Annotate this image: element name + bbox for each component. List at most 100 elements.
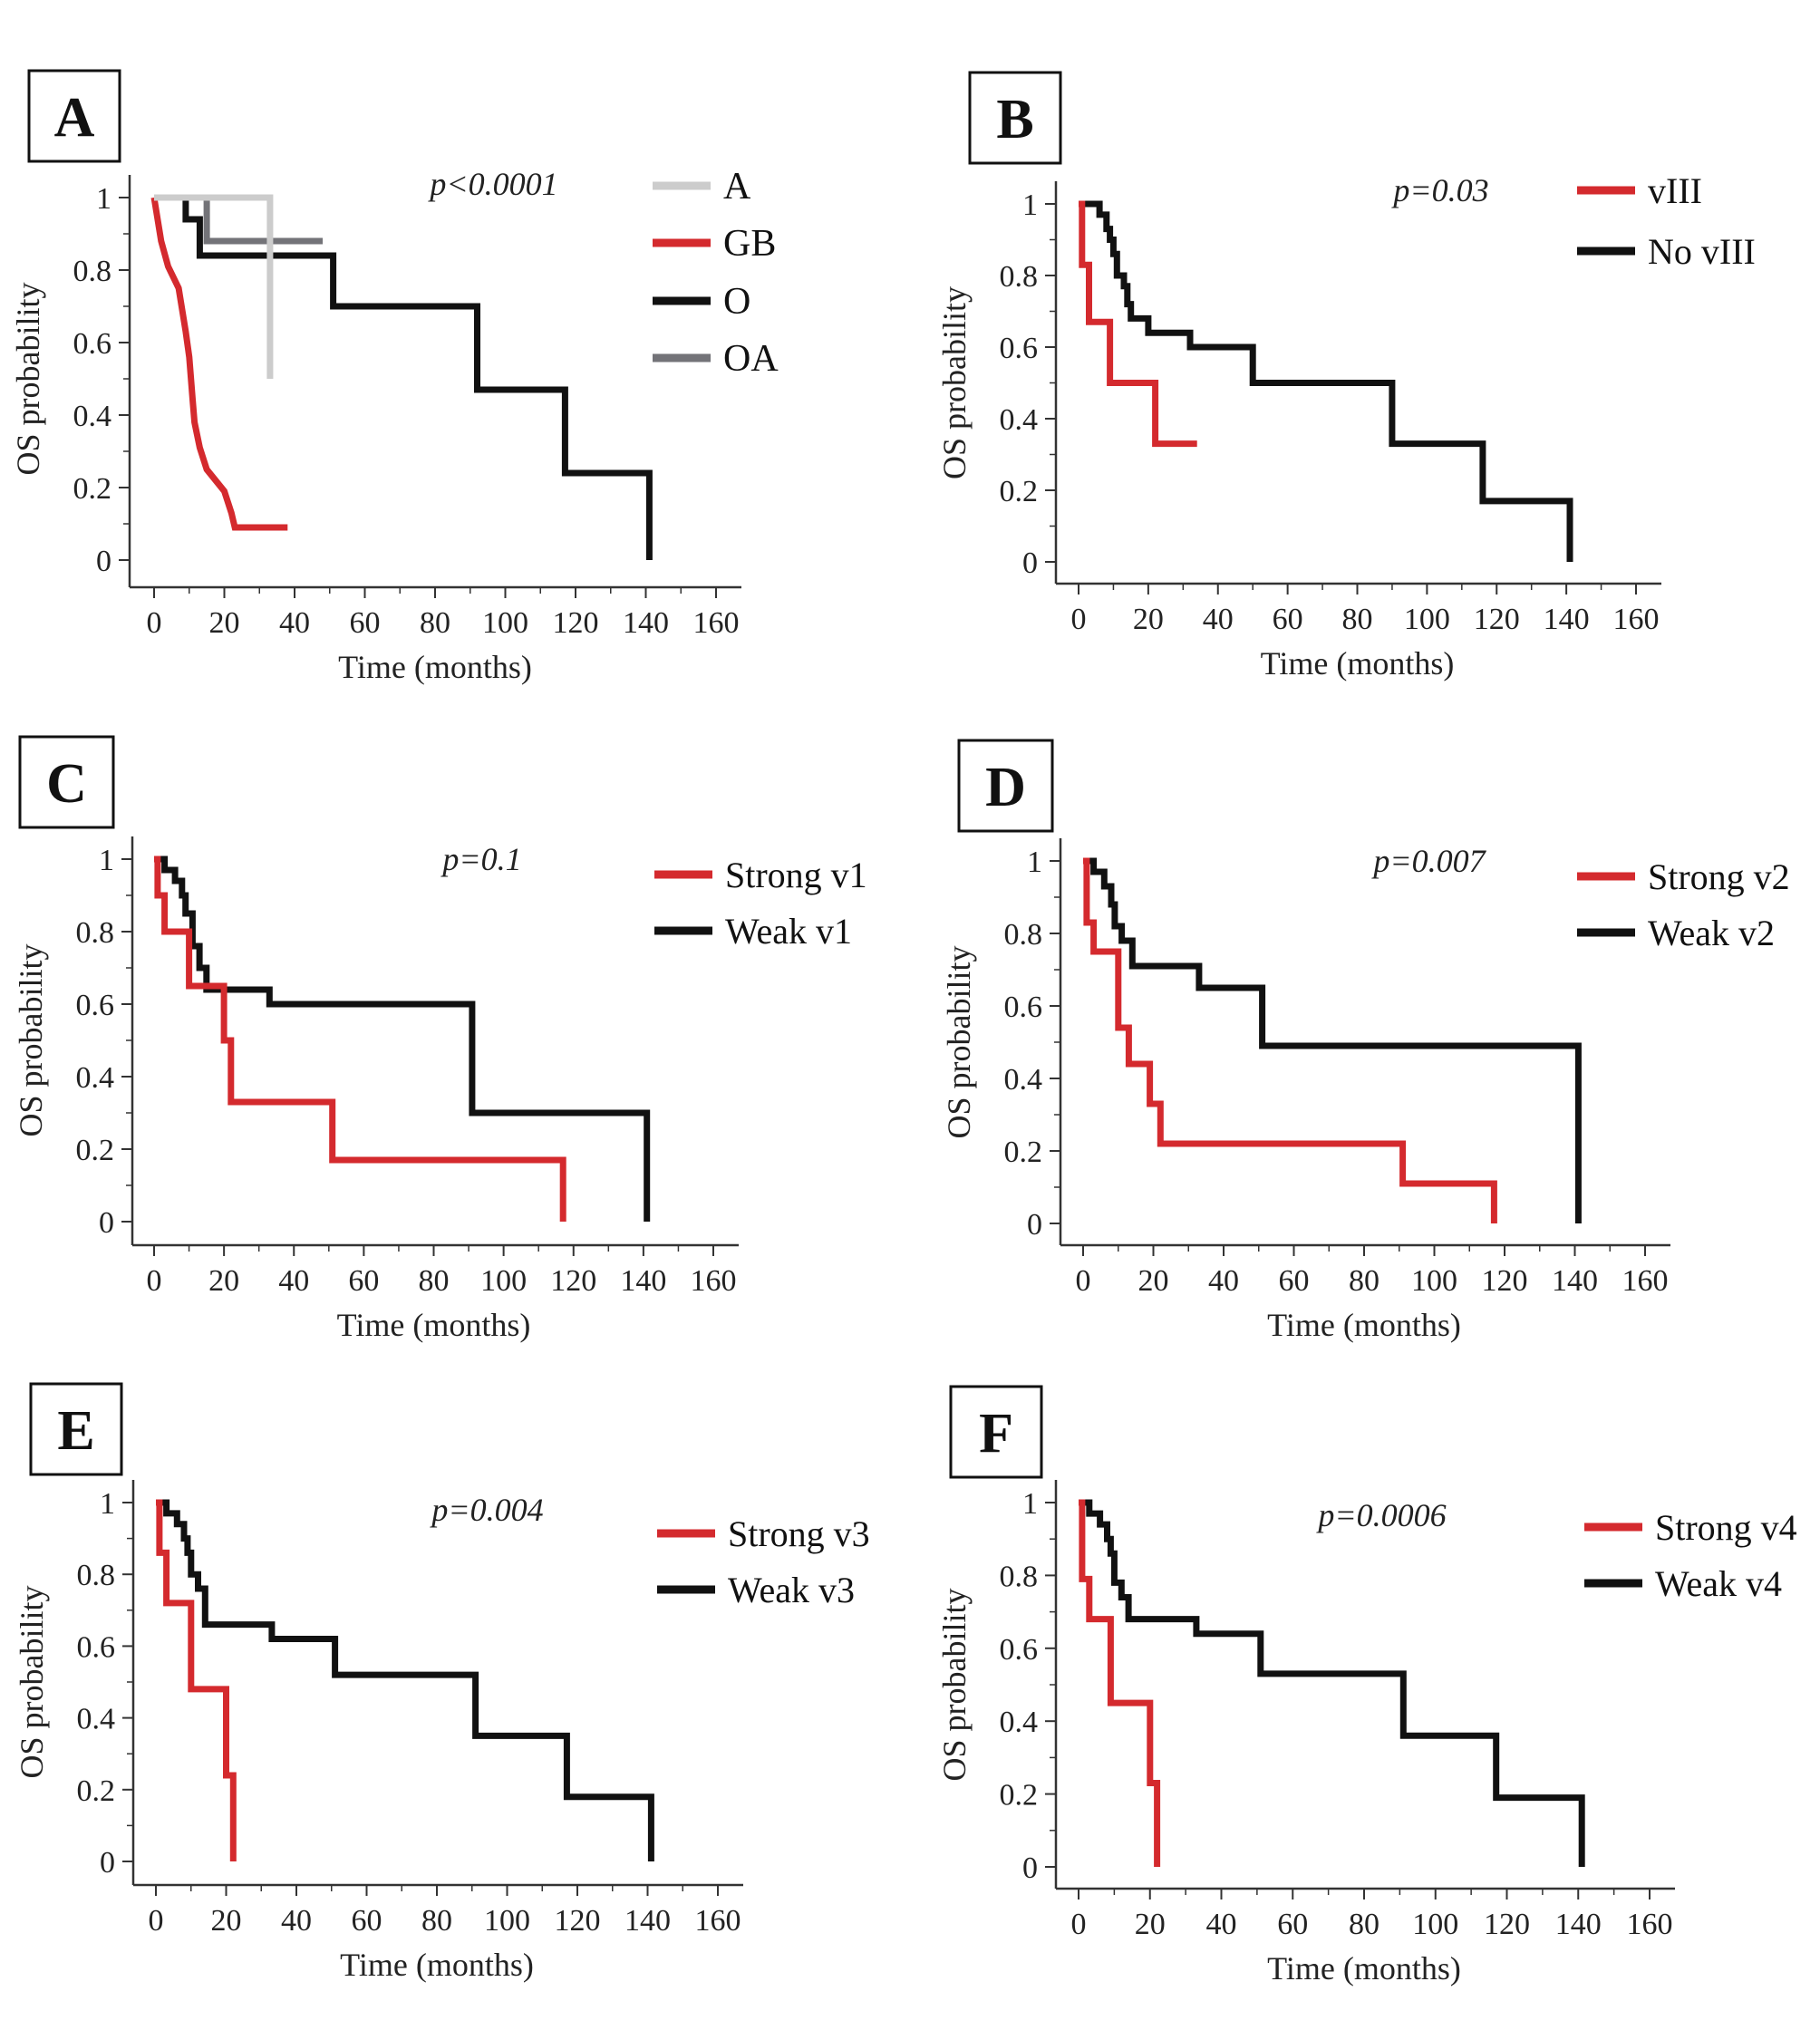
panel-label-box: [957, 739, 1054, 833]
y-tick-label: 1: [96, 182, 111, 216]
y-tick-label: 0.8: [73, 255, 112, 288]
legend-label: Strong v4: [1655, 1507, 1797, 1548]
y-tick-label: 0: [1022, 546, 1038, 580]
y-axis-title: OS probability: [13, 944, 49, 1137]
panel-C: C 0 0.2 0.4 0.6 0.8 1 0 20 40 60 80 100 120 140 160 Time…: [13, 735, 867, 1343]
y-tick-label: 0.2: [76, 1134, 115, 1167]
x-tick-label: 20: [1133, 603, 1164, 636]
panel-label: F: [979, 1403, 1013, 1464]
y-tick-label: 0.8: [1004, 918, 1043, 952]
p-value-label: p<0.0001: [427, 166, 557, 202]
x-axis-title: Time (months): [1267, 1307, 1461, 1343]
y-axis-title: OS probability: [14, 1586, 50, 1779]
legend-label: Weak v1: [725, 911, 852, 952]
panel-label: D: [985, 757, 1026, 818]
legend-label: Strong v2: [1648, 856, 1790, 897]
x-tick-label: 100: [482, 606, 528, 640]
x-axis-title: Time (months): [338, 649, 532, 685]
series-line-o: [154, 194, 653, 560]
x-tick-label: 140: [623, 606, 669, 640]
x-tick-label: 60: [1279, 1264, 1310, 1298]
x-tick-label: 0: [1076, 1264, 1091, 1298]
legend-label: Strong v1: [725, 855, 867, 895]
y-tick-label: 0.6: [1000, 1633, 1039, 1667]
y-tick-label: 0: [96, 545, 111, 578]
panel-F: F 0 0.2 0.4 0.6 0.8 1 0 20 40 60 80 100 120 140 160 Time…: [936, 1385, 1797, 1986]
y-tick-label: 0.8: [1000, 260, 1039, 294]
x-tick-label: 0: [149, 1904, 164, 1938]
panel-E: E 0 0.2 0.4 0.6 0.8 1 0 20 40 60 80 100 120 140 160 Time…: [14, 1382, 870, 1983]
x-axis-title: Time (months): [1267, 1950, 1461, 1986]
y-tick-label: 0.2: [77, 1774, 116, 1808]
legend-label: Weak v2: [1648, 913, 1775, 953]
y-tick-label: 1: [1027, 846, 1042, 879]
x-tick-label: 120: [553, 606, 599, 640]
legend-label: No vIII: [1648, 231, 1756, 272]
series-line-weak-v1: [154, 856, 651, 1222]
y-tick-label: 0.6: [1004, 991, 1043, 1024]
y-tick-label: 0.2: [1000, 475, 1039, 508]
panel-label-box: [29, 1382, 123, 1476]
x-tick-label: 20: [208, 1264, 239, 1298]
series-line-strong-v4: [1079, 1499, 1161, 1867]
x-tick-label: 80: [1342, 603, 1373, 636]
x-tick-label: 160: [1613, 603, 1660, 636]
x-tick-label: 80: [421, 1904, 452, 1938]
x-tick-label: 160: [1622, 1264, 1669, 1298]
x-tick-label: 20: [209, 606, 240, 640]
x-tick-label: 100: [1411, 1264, 1457, 1298]
y-tick-label: 0.8: [77, 1559, 116, 1592]
x-tick-label: 60: [1273, 603, 1303, 636]
series-line-strong-v3: [156, 1499, 237, 1861]
panel-label: A: [54, 87, 95, 149]
panel-label-box: [27, 69, 121, 163]
x-tick-label: 60: [1277, 1908, 1308, 1941]
x-tick-label: 120: [555, 1904, 601, 1938]
x-tick-label: 120: [1482, 1264, 1528, 1298]
x-tick-label: 20: [1138, 1264, 1169, 1298]
x-axis-title: Time (months): [337, 1307, 531, 1343]
legend-label: O: [723, 281, 750, 323]
y-tick-label: 1: [1022, 188, 1038, 222]
x-tick-label: 120: [550, 1264, 596, 1298]
x-tick-label: 60: [350, 606, 381, 640]
x-tick-label: 140: [620, 1264, 666, 1298]
series-line-strong-v2: [1083, 857, 1497, 1223]
y-tick-label: 0.4: [76, 1061, 115, 1095]
series-line-gb: [150, 197, 288, 531]
y-tick-label: 0: [1022, 1851, 1038, 1885]
y-tick-label: 0.8: [1000, 1560, 1039, 1593]
x-tick-label: 60: [348, 1264, 379, 1298]
y-axis-title: OS probability: [936, 286, 973, 479]
legend-label: OA: [723, 338, 779, 380]
series-line-weak-v2: [1083, 857, 1582, 1223]
x-tick-label: 60: [352, 1904, 382, 1938]
panel-label: E: [57, 1400, 94, 1462]
y-tick-label: 1: [1022, 1487, 1038, 1521]
y-tick-label: 0: [100, 1846, 115, 1880]
series-line-a: [154, 194, 274, 379]
x-tick-label: 80: [419, 1264, 450, 1298]
x-tick-label: 0: [147, 1264, 162, 1298]
x-tick-label: 80: [1349, 1908, 1380, 1941]
x-tick-label: 140: [624, 1904, 671, 1938]
x-tick-label: 40: [1208, 1264, 1239, 1298]
legend-label: A: [723, 166, 751, 208]
y-tick-label: 1: [99, 844, 114, 877]
x-tick-label: 20: [211, 1904, 242, 1938]
x-tick-label: 100: [1404, 603, 1450, 636]
x-tick-label: 140: [1555, 1908, 1602, 1941]
y-tick-label: 0.2: [73, 472, 112, 506]
p-value-label: p=0.03: [1390, 172, 1488, 208]
series-line-strong-v1: [154, 856, 566, 1222]
legend-label: Strong v3: [728, 1513, 870, 1554]
x-tick-label: 40: [279, 606, 310, 640]
series-line-oa: [154, 194, 323, 245]
panel-D: D 0 0.2 0.4 0.6 0.8 1 0 20 40 60 80 100 120 140 160 Time…: [941, 739, 1790, 1343]
x-tick-label: 0: [1071, 1908, 1087, 1941]
x-tick-label: 0: [147, 606, 162, 640]
y-tick-label: 1: [100, 1487, 115, 1521]
x-tick-label: 100: [1412, 1908, 1458, 1941]
x-tick-label: 160: [695, 1904, 741, 1938]
